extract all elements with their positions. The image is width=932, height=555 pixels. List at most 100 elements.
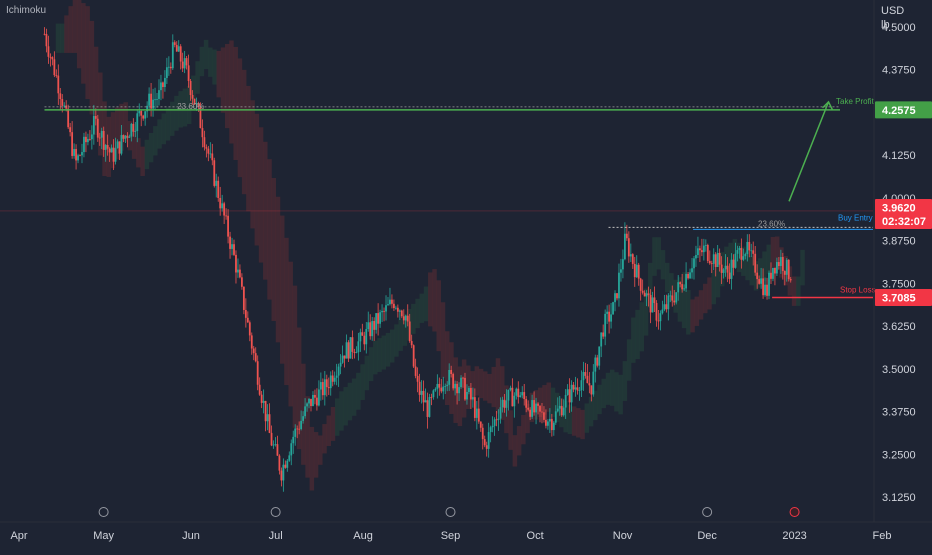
cloud-segment [356, 372, 361, 410]
cloud-segment [732, 238, 738, 269]
cloud-segment [800, 249, 805, 286]
currency-code: USD [881, 5, 905, 17]
candle-body [612, 302, 614, 315]
cloud-segment [292, 285, 298, 428]
candle-body [355, 352, 358, 354]
candle-body [752, 250, 755, 254]
candle-body [643, 292, 646, 297]
candle-body [503, 399, 506, 408]
cloud-segment [609, 369, 615, 406]
candle-body [383, 310, 385, 312]
candle-body [568, 389, 571, 403]
candle-body [239, 269, 241, 278]
candle-body [669, 295, 672, 297]
candle-body [509, 387, 512, 390]
candle-body [94, 116, 97, 119]
indicator-label[interactable]: Ichimoku [6, 5, 47, 16]
price-axis[interactable]: 3.1250 3.2500 3.3750 3.5000 3.6250 3.7500 3.87… [873, 0, 932, 522]
candle-body [746, 241, 749, 255]
candle-body [673, 300, 676, 303]
cloud-segment [758, 258, 763, 288]
price-tick-label: 3.6250 [882, 321, 916, 333]
event-marker-icon[interactable] [98, 507, 109, 517]
candle-body [90, 134, 93, 140]
candle-body [444, 386, 447, 387]
cloud-segment [698, 290, 704, 320]
candle-body [505, 400, 508, 408]
cloud-segment [339, 391, 344, 431]
candle-body [203, 137, 206, 148]
candle-body [241, 277, 243, 287]
event-marker-icon[interactable] [789, 507, 800, 517]
candle-body [308, 398, 310, 404]
cloud-segment [741, 246, 746, 276]
candle-body [146, 105, 149, 112]
event-marker-icon[interactable] [445, 507, 456, 517]
candle-body [618, 272, 620, 299]
time-axis[interactable]: Apr May Jun Jul Aug Sep Oct Nov Dec 2023 Feb [0, 507, 932, 551]
candle-body [622, 259, 624, 270]
candle-body [418, 381, 421, 395]
candle-body [462, 377, 464, 379]
candle-body [333, 377, 336, 382]
cloud-segment [707, 277, 712, 310]
candle-body [511, 387, 514, 407]
candle-body [523, 392, 526, 400]
candle-body [250, 335, 253, 349]
candle-body [732, 259, 735, 268]
cloud-segment [571, 406, 577, 436]
cloud-segment [233, 46, 238, 161]
cloud-segment [305, 396, 310, 478]
candle-body [683, 288, 686, 290]
candle-body [604, 313, 607, 337]
candle-body [150, 93, 152, 109]
event-marker-icon[interactable] [702, 507, 713, 517]
candle-body [744, 254, 747, 257]
candle-body [446, 384, 449, 387]
candle-body [246, 317, 249, 323]
candle-body [375, 313, 378, 330]
event-marker-icon[interactable] [270, 507, 281, 517]
candle-body [454, 383, 457, 389]
candle-body [118, 141, 121, 154]
cloud-segment [470, 371, 475, 401]
candle-body [160, 82, 162, 91]
candle-body [144, 111, 147, 119]
candle-body [213, 160, 216, 186]
candle-body [398, 310, 401, 312]
candle-body [582, 372, 585, 381]
candle-body [434, 388, 437, 391]
candle-body [789, 279, 792, 281]
projection-arrow [788, 101, 830, 202]
cloud-segment [483, 371, 488, 401]
candle-body [47, 46, 50, 57]
candle-body [353, 351, 356, 353]
candle-body [96, 118, 99, 138]
cloud-segment [258, 127, 264, 263]
candle-body [57, 75, 60, 94]
cloud-segment [436, 280, 441, 352]
cloud-segment [478, 368, 484, 399]
cloud-segment [148, 132, 154, 163]
candle-body [268, 414, 271, 433]
candle-body [317, 389, 320, 406]
cloud-segment [271, 177, 277, 321]
candle-body [402, 316, 405, 321]
cloud-segment [601, 378, 606, 409]
candle-body [651, 297, 654, 313]
candle-body [635, 264, 638, 278]
candle-body [716, 252, 719, 267]
candle-body [527, 407, 530, 410]
candle-body [73, 149, 75, 156]
cloud-segment [440, 302, 446, 379]
cloud-segment [643, 288, 649, 336]
candle-body [296, 428, 299, 430]
cloud-segment [347, 382, 353, 421]
candle-body [758, 279, 761, 284]
stop-loss-label: Stop Loss [840, 286, 876, 295]
candle-body [197, 103, 200, 107]
candle-body [361, 332, 364, 336]
cloud-segment [635, 309, 640, 360]
